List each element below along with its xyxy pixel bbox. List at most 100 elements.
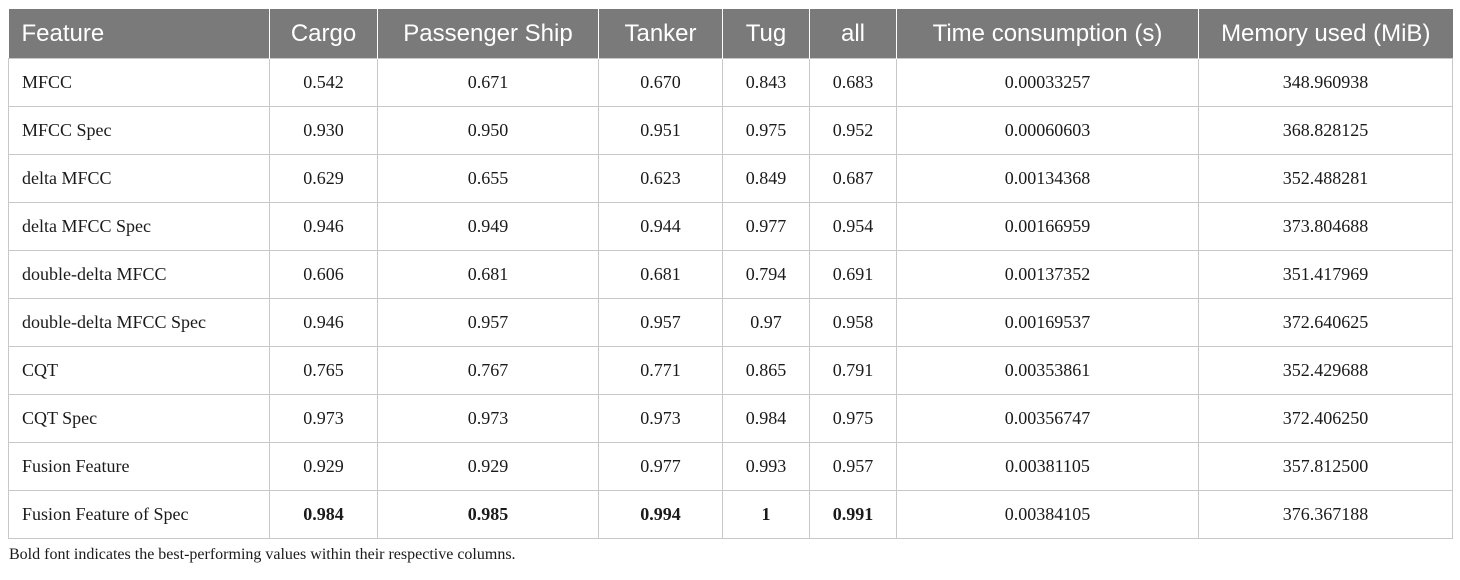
results-table-container: Feature Cargo Passenger Ship Tanker Tug all Ti… — [8, 9, 1453, 564]
value-cell: 0.949 — [377, 202, 599, 251]
value-cell: 0.791 — [809, 346, 897, 395]
table-body: MFCC 0.542 0.671 0.670 0.843 0.683 0.00033257 3… — [8, 58, 1453, 539]
value-cell: 0.865 — [722, 346, 810, 395]
value-cell: 0.671 — [377, 58, 599, 107]
table-row: Fusion Feature of Spec 0.984 0.985 0.994 1 0.… — [8, 490, 1453, 539]
value-cell: 1 — [722, 490, 810, 539]
value-cell: 0.951 — [598, 106, 723, 155]
table-footnote: Bold font indicates the best-performing … — [9, 546, 516, 563]
value-cell: 0.958 — [809, 298, 897, 347]
value-cell: 0.00384105 — [896, 490, 1199, 539]
value-cell: 352.488281 — [1198, 154, 1453, 203]
value-cell: 0.00169537 — [896, 298, 1199, 347]
value-cell: 0.606 — [269, 250, 378, 299]
value-cell: 0.950 — [377, 106, 599, 155]
value-cell: 0.977 — [722, 202, 810, 251]
value-cell: 0.946 — [269, 202, 378, 251]
value-cell: 0.794 — [722, 250, 810, 299]
value-cell: 0.623 — [598, 154, 723, 203]
table-row: MFCC Spec 0.930 0.950 0.951 0.975 0.952 0.0006… — [8, 106, 1453, 155]
value-cell: 0.00033257 — [896, 58, 1199, 107]
value-cell: 0.985 — [377, 490, 599, 539]
value-cell: 372.406250 — [1198, 394, 1453, 443]
value-cell: 0.00381105 — [896, 442, 1199, 491]
table-row: MFCC 0.542 0.671 0.670 0.843 0.683 0.00033257 3… — [8, 58, 1453, 107]
value-cell: 368.828125 — [1198, 106, 1453, 155]
value-cell: 0.984 — [269, 490, 378, 539]
feature-name-cell: double-delta MFCC Spec — [8, 298, 270, 347]
value-cell: 0.655 — [377, 154, 599, 203]
value-cell: 351.417969 — [1198, 250, 1453, 299]
column-header: Passenger Ship — [377, 9, 599, 59]
value-cell: 0.991 — [809, 490, 897, 539]
value-cell: 0.975 — [722, 106, 810, 155]
value-cell: 0.542 — [269, 58, 378, 107]
value-cell: 0.681 — [377, 250, 599, 299]
column-header: Time consumption (s) — [896, 9, 1199, 59]
table-row: CQT Spec 0.973 0.973 0.973 0.984 0.975 0.00356… — [8, 394, 1453, 443]
table-row: double-delta MFCC 0.606 0.681 0.681 0.794 0.6… — [8, 250, 1453, 299]
value-cell: 0.984 — [722, 394, 810, 443]
value-cell: 348.960938 — [1198, 58, 1453, 107]
value-cell: 0.683 — [809, 58, 897, 107]
value-cell: 0.670 — [598, 58, 723, 107]
value-cell: 0.994 — [598, 490, 723, 539]
feature-name-cell: delta MFCC — [8, 154, 270, 203]
column-header: Memory used (MiB) — [1198, 9, 1453, 59]
value-cell: 0.957 — [809, 442, 897, 491]
value-cell: 0.765 — [269, 346, 378, 395]
table-row: Fusion Feature 0.929 0.929 0.977 0.993 0.957 0… — [8, 442, 1453, 491]
value-cell: 0.977 — [598, 442, 723, 491]
table-row: CQT 0.765 0.767 0.771 0.865 0.791 0.00353861 35… — [8, 346, 1453, 395]
value-cell: 0.929 — [377, 442, 599, 491]
table-row: delta MFCC Spec 0.946 0.949 0.944 0.977 0.954… — [8, 202, 1453, 251]
value-cell: 0.00166959 — [896, 202, 1199, 251]
table-header-row: Feature Cargo Passenger Ship Tanker Tug all Ti… — [8, 9, 1453, 59]
value-cell: 0.929 — [269, 442, 378, 491]
value-cell: 0.691 — [809, 250, 897, 299]
column-header: Tanker — [598, 9, 723, 59]
feature-name-cell: Fusion Feature of Spec — [8, 490, 270, 539]
value-cell: 0.946 — [269, 298, 378, 347]
value-cell: 0.993 — [722, 442, 810, 491]
value-cell: 0.681 — [598, 250, 723, 299]
value-cell: 0.944 — [598, 202, 723, 251]
value-cell: 0.849 — [722, 154, 810, 203]
value-cell: 0.687 — [809, 154, 897, 203]
value-cell: 0.954 — [809, 202, 897, 251]
results-table: Feature Cargo Passenger Ship Tanker Tug all Ti… — [8, 9, 1453, 539]
value-cell: 0.952 — [809, 106, 897, 155]
value-cell: 0.00353861 — [896, 346, 1199, 395]
value-cell: 357.812500 — [1198, 442, 1453, 491]
feature-name-cell: MFCC — [8, 58, 270, 107]
value-cell: 0.00060603 — [896, 106, 1199, 155]
feature-name-cell: double-delta MFCC — [8, 250, 270, 299]
column-header: all — [809, 9, 897, 59]
feature-name-cell: Fusion Feature — [8, 442, 270, 491]
table-row: delta MFCC 0.629 0.655 0.623 0.849 0.687 0.001… — [8, 154, 1453, 203]
value-cell: 376.367188 — [1198, 490, 1453, 539]
column-header: Tug — [722, 9, 810, 59]
feature-name-cell: CQT — [8, 346, 270, 395]
value-cell: 0.629 — [269, 154, 378, 203]
value-cell: 0.957 — [377, 298, 599, 347]
value-cell: 0.00356747 — [896, 394, 1199, 443]
value-cell: 372.640625 — [1198, 298, 1453, 347]
value-cell: 373.804688 — [1198, 202, 1453, 251]
value-cell: 0.771 — [598, 346, 723, 395]
value-cell: 0.973 — [269, 394, 378, 443]
value-cell: 0.767 — [377, 346, 599, 395]
feature-name-cell: CQT Spec — [8, 394, 270, 443]
value-cell: 0.97 — [722, 298, 810, 347]
value-cell: 0.957 — [598, 298, 723, 347]
value-cell: 352.429688 — [1198, 346, 1453, 395]
feature-name-cell: MFCC Spec — [8, 106, 270, 155]
feature-name-cell: delta MFCC Spec — [8, 202, 270, 251]
value-cell: 0.973 — [598, 394, 723, 443]
value-cell: 0.843 — [722, 58, 810, 107]
value-cell: 0.973 — [377, 394, 599, 443]
value-cell: 0.00134368 — [896, 154, 1199, 203]
value-cell: 0.975 — [809, 394, 897, 443]
table-row: double-delta MFCC Spec 0.946 0.957 0.957 0.9… — [8, 298, 1453, 347]
value-cell: 0.00137352 — [896, 250, 1199, 299]
